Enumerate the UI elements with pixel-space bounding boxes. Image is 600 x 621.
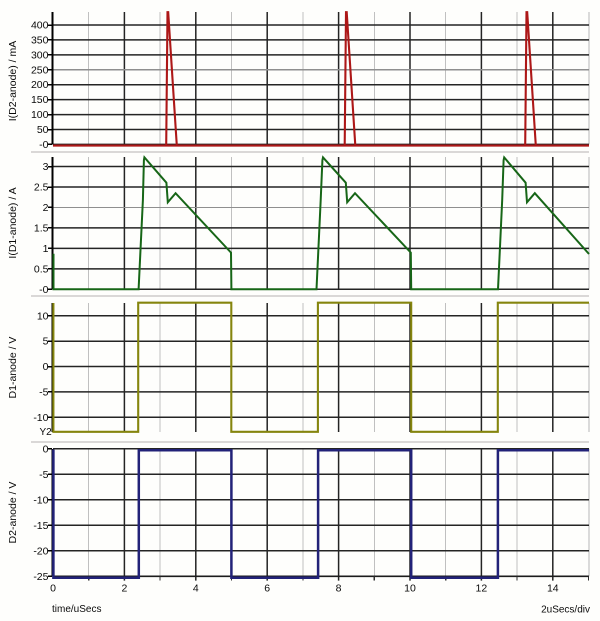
svg-text:400: 400 xyxy=(31,20,49,32)
svg-text:time/uSecs: time/uSecs xyxy=(52,604,101,615)
svg-text:-20: -20 xyxy=(33,545,48,557)
svg-text:150: 150 xyxy=(31,94,49,106)
svg-text:I(D1-anode) / A: I(D1-anode) / A xyxy=(7,187,19,258)
svg-text:1: 1 xyxy=(43,243,49,255)
svg-text:2uSecs/div: 2uSecs/div xyxy=(541,605,590,616)
svg-text:2.5: 2.5 xyxy=(34,182,49,194)
svg-text:2: 2 xyxy=(43,202,49,214)
svg-text:-10: -10 xyxy=(33,412,48,424)
svg-text:D2-anode / V: D2-anode / V xyxy=(7,482,19,544)
svg-text:Y2: Y2 xyxy=(40,427,53,438)
svg-text:-15: -15 xyxy=(33,520,48,532)
svg-text:-0: -0 xyxy=(39,284,48,296)
svg-text:-25: -25 xyxy=(33,571,48,583)
svg-text:10: 10 xyxy=(37,310,49,322)
svg-text:0: 0 xyxy=(43,361,49,373)
svg-text:-0: -0 xyxy=(39,139,48,151)
svg-text:4: 4 xyxy=(193,583,199,595)
svg-text:8: 8 xyxy=(336,583,342,595)
svg-text:2: 2 xyxy=(121,583,127,595)
svg-text:350: 350 xyxy=(31,34,49,46)
svg-text:0: 0 xyxy=(50,583,56,595)
svg-text:-5: -5 xyxy=(39,469,48,481)
svg-text:0.5: 0.5 xyxy=(34,263,49,275)
svg-text:200: 200 xyxy=(31,79,49,91)
svg-text:12: 12 xyxy=(476,583,488,595)
svg-text:-5: -5 xyxy=(39,386,48,398)
svg-text:10: 10 xyxy=(404,583,416,595)
svg-text:14: 14 xyxy=(547,583,559,595)
svg-text:50: 50 xyxy=(37,124,49,136)
svg-text:300: 300 xyxy=(31,49,49,61)
svg-text:-10: -10 xyxy=(33,494,48,506)
svg-text:250: 250 xyxy=(31,64,49,76)
svg-text:3: 3 xyxy=(43,161,49,173)
svg-text:6: 6 xyxy=(264,583,270,595)
svg-text:1.5: 1.5 xyxy=(34,222,49,234)
svg-text:100: 100 xyxy=(31,109,49,121)
svg-text:I(D2-anode) / mA: I(D2-anode) / mA xyxy=(7,41,19,122)
svg-text:0: 0 xyxy=(43,443,49,455)
svg-text:D1-anode / V: D1-anode / V xyxy=(7,337,19,399)
svg-text:5: 5 xyxy=(43,336,49,348)
